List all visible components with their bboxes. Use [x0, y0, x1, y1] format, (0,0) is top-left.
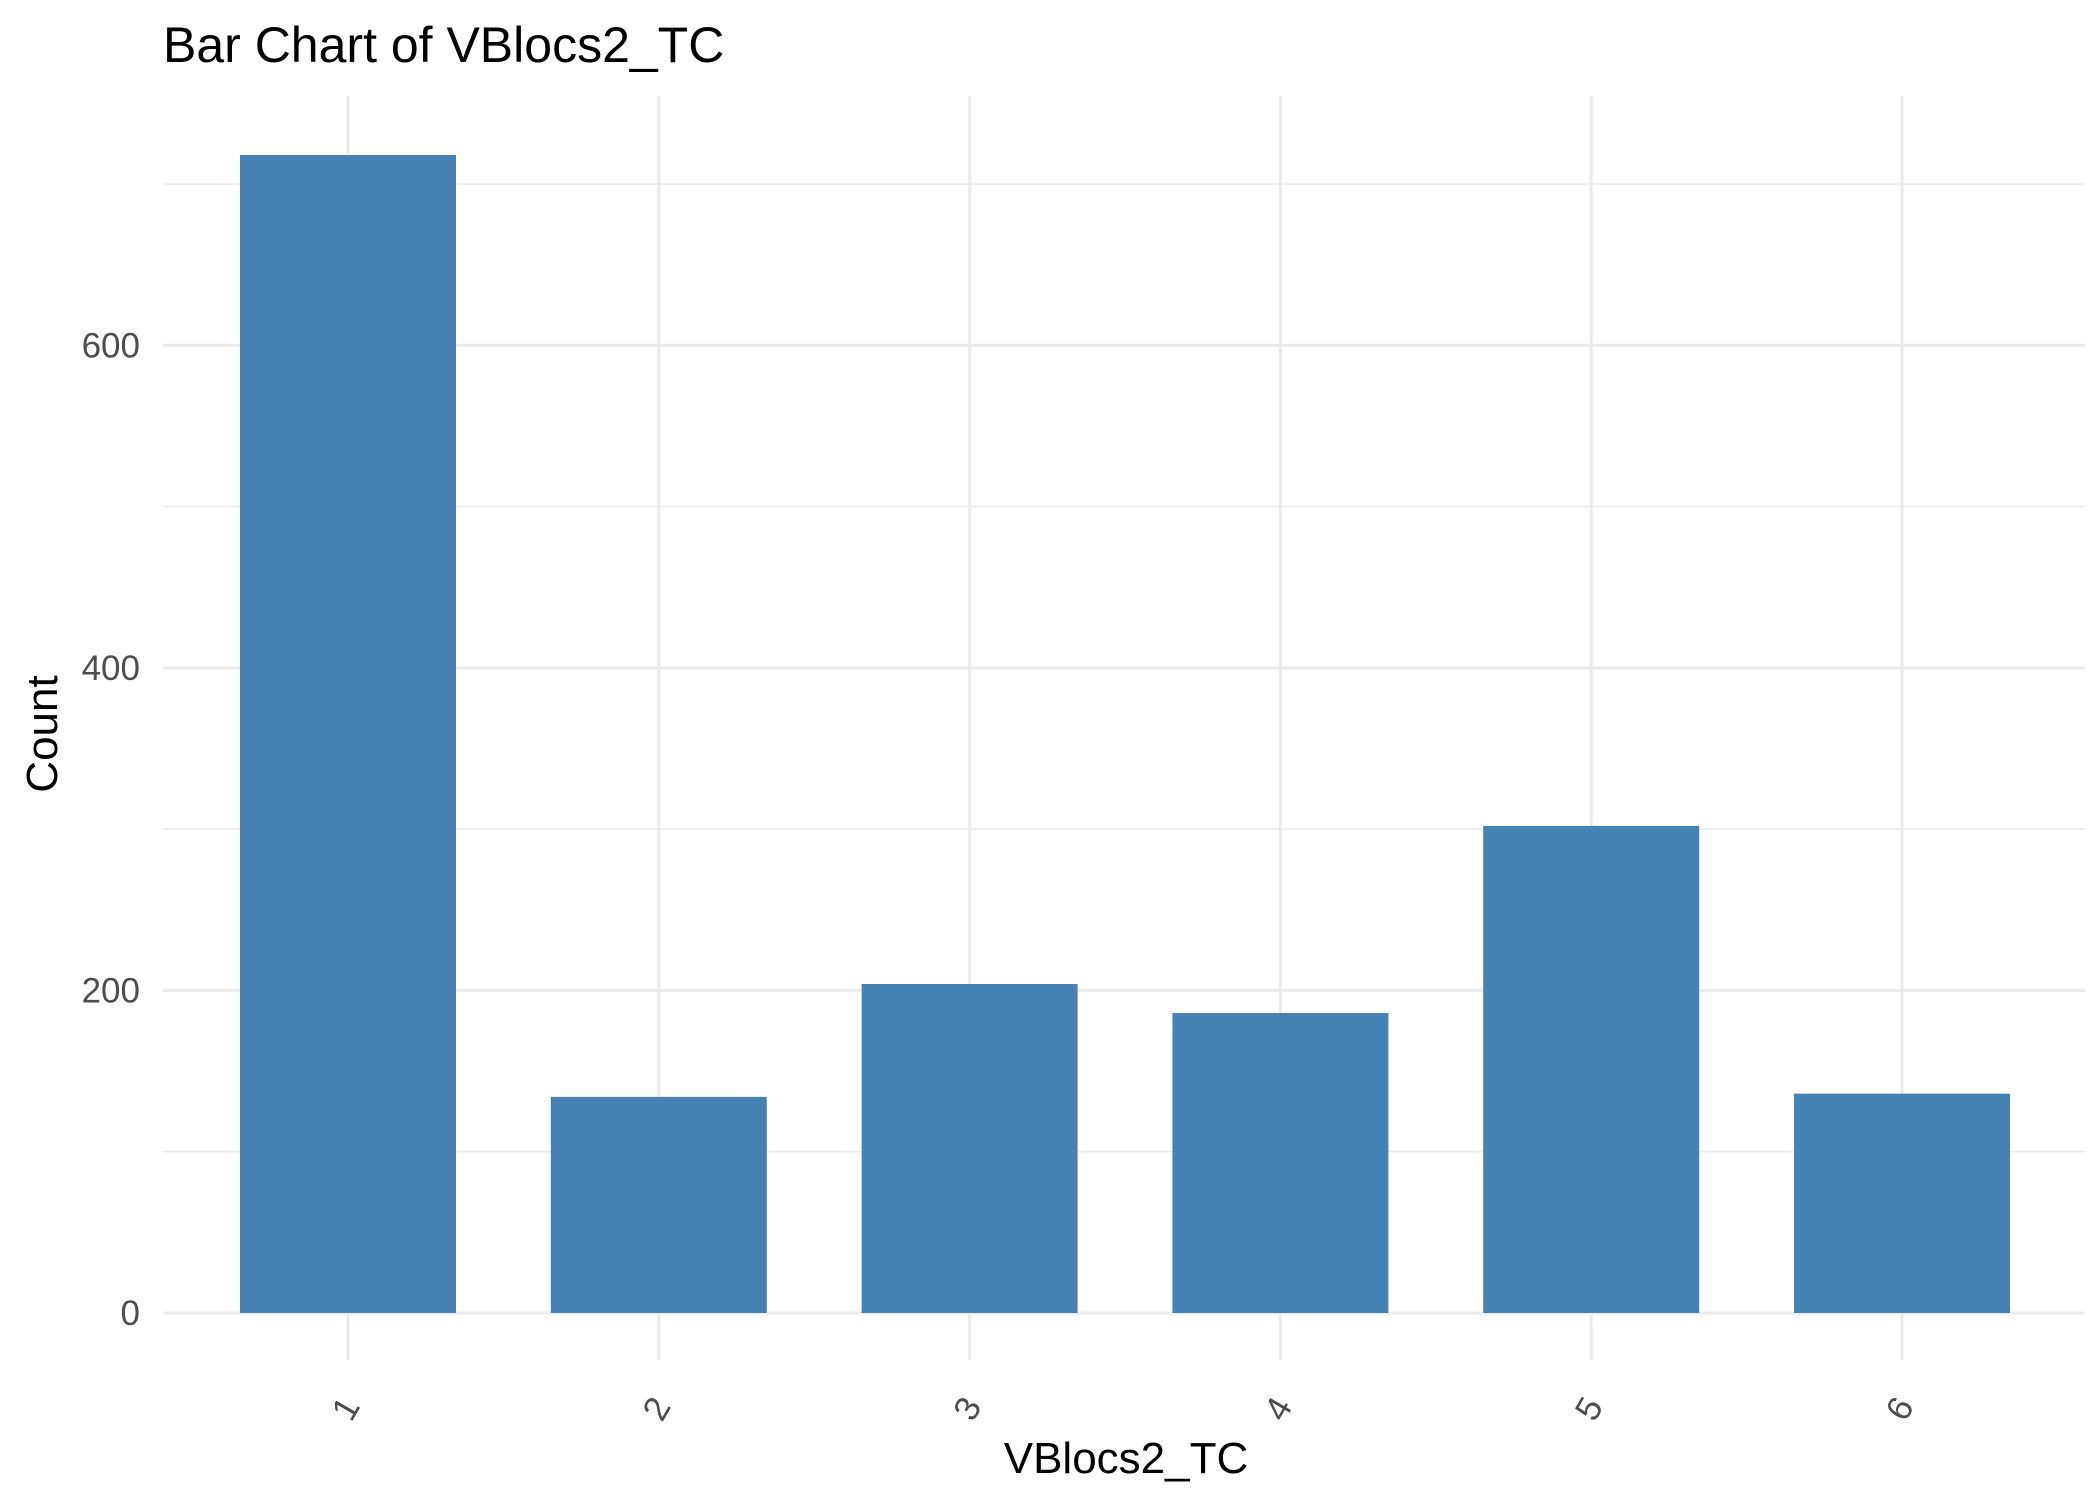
y-tick-label: 400 [82, 649, 140, 688]
bar-6 [1794, 1093, 2010, 1313]
bar-4 [1172, 1013, 1389, 1313]
bar-5 [1483, 825, 1700, 1313]
x-axis-title: VBlocs2_TC [1004, 1434, 1249, 1483]
bar-1 [240, 155, 456, 1313]
x-tick-label: 5 [1567, 1391, 1611, 1427]
x-tick-label: 2 [635, 1391, 679, 1427]
y-axis-title: Count [18, 675, 67, 792]
bars-layer [240, 155, 2010, 1313]
y-tick-label: 600 [82, 326, 140, 365]
bar-3 [861, 983, 1078, 1313]
chart-title: Bar Chart of VBlocs2_TC [163, 17, 724, 73]
y-tick-label: 200 [82, 971, 140, 1010]
x-tick-label: 1 [324, 1391, 368, 1427]
x-tick-label: 6 [1878, 1391, 1922, 1427]
x-tick-label: 3 [946, 1391, 990, 1427]
y-tick-label: 0 [121, 1294, 140, 1333]
bar-2 [550, 1096, 767, 1313]
x-tick-label: 4 [1257, 1391, 1301, 1427]
